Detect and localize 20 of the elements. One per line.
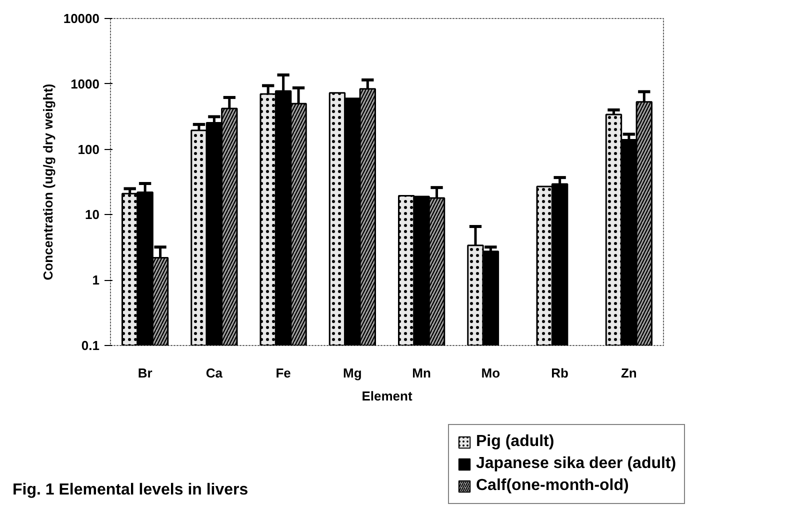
y-axis-title: Concentration (ug/g dry weight) <box>40 84 56 280</box>
x-tick-label: Fe <box>276 366 291 380</box>
legend-label: Pig (adult) <box>476 433 554 451</box>
x-axis-title: Element <box>362 388 413 404</box>
x-tick-label: Rb <box>551 366 569 380</box>
y-tick-label: 1000 <box>70 76 100 92</box>
y-tick-label: 100 <box>78 142 100 157</box>
x-tick-label: Mn <box>412 366 432 380</box>
x-tick-label: Ca <box>206 366 224 380</box>
legend-label: Japanese sika deer (adult) <box>476 455 676 473</box>
text: Fig. 1 Elemental levels in livers <box>12 482 248 498</box>
y-tick-label: 10000 <box>63 11 100 26</box>
y-tick-label: 10 <box>85 207 100 222</box>
x-tick-label: Mg <box>343 366 362 380</box>
x-tick-label: Br <box>138 366 152 380</box>
y-tick-label: 0.1 <box>81 338 100 353</box>
legend-label: Calf(one-month-old) <box>476 477 629 495</box>
x-tick-label: Zn <box>620 366 637 380</box>
y-tick-label: 1 <box>92 272 100 288</box>
x-tick-label: Mo <box>481 366 500 380</box>
